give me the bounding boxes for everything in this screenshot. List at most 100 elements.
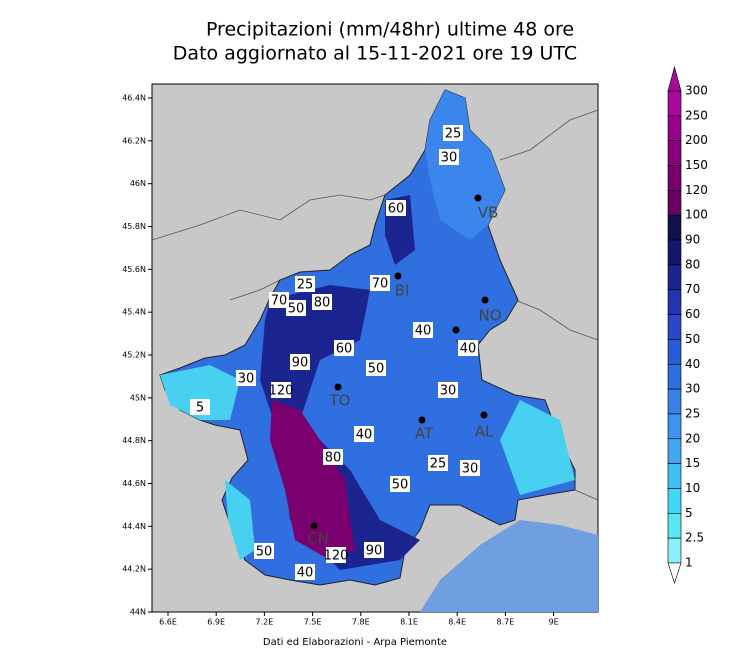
colorbar-label: 120: [685, 183, 708, 197]
city-label: BI: [395, 282, 410, 300]
lat-tick-label: 44.2N: [122, 565, 146, 574]
contour-label: 5: [196, 401, 204, 416]
lon-tick-label: 6.9E: [207, 618, 225, 627]
lon-tick-label: 8.4E: [448, 618, 466, 627]
contour-label-bg: [386, 200, 406, 216]
zone-light: [160, 365, 240, 420]
lat-tick-label: 45.2N: [122, 351, 146, 360]
colorbar-label: 300: [685, 84, 708, 98]
contour-label: 90: [366, 544, 383, 559]
lon-tick-label: 7.8E: [352, 618, 370, 627]
zone-light: [500, 400, 575, 495]
lon-tick-label: 7.2E: [256, 618, 274, 627]
zone-light: [225, 480, 255, 560]
colorbar-swatch: [667, 339, 682, 365]
lat-tick-label: 46.4N: [122, 94, 146, 103]
colorbar-swatch: [667, 537, 682, 564]
lat-tick-label: 45.8N: [122, 222, 146, 231]
contour-label-bg: [254, 543, 274, 559]
colorbar-swatch: [667, 562, 682, 584]
city-label: VB: [478, 204, 499, 222]
contour-label-bg: [413, 322, 433, 338]
contour-label-bg: [439, 149, 459, 165]
contour-label: 50: [368, 362, 385, 377]
colorbar-label: 5: [685, 506, 693, 520]
contour-label: 70: [271, 294, 288, 309]
contour-label: 40: [460, 342, 477, 357]
colorbar-swatch: [667, 214, 682, 241]
colorbar-label: 80: [685, 257, 700, 271]
colorbar-label: 10: [685, 481, 700, 495]
colorbar-swatch: [667, 488, 682, 514]
colorbar-label: 20: [685, 431, 700, 445]
colorbar-label: 15: [685, 456, 700, 470]
city-label: AT: [415, 425, 434, 443]
contour-label: 60: [336, 342, 353, 357]
title-line: Precipitazioni (mm/48hr) ultime 48 ore: [206, 19, 574, 41]
lat-tick-label: 45N: [130, 393, 146, 402]
colorbar-swatch: [667, 438, 682, 464]
contour-label-bg: [443, 125, 463, 141]
colorbar-label: 1: [685, 556, 693, 570]
borders: [151, 109, 599, 501]
lat-tick-label: 46N: [130, 179, 146, 188]
city-label: TO: [329, 392, 351, 410]
contour-label-bg: [460, 460, 480, 476]
colorbar-label: 100: [685, 208, 708, 222]
contour-label-bg: [236, 370, 256, 386]
contour-label-bg: [334, 340, 354, 356]
colorbar-cap: [667, 65, 682, 92]
contour-label: 120: [324, 549, 349, 564]
contour-label: 80: [325, 451, 342, 466]
contour-label: 30: [440, 384, 457, 399]
colorbar-label: 250: [685, 108, 708, 122]
contour-label: 40: [297, 566, 314, 581]
contour-label-bg: [286, 300, 306, 316]
colorbar-label: 30: [685, 382, 700, 396]
lon-tick-label: 9E: [549, 618, 559, 627]
colorbar-swatch: [667, 363, 682, 390]
colorbar-label: 90: [685, 233, 700, 247]
contour-label-bg: [458, 340, 478, 356]
colorbar-swatch: [667, 314, 682, 340]
contour-label: 60: [388, 202, 405, 217]
contour-label-bg: [364, 542, 384, 558]
contour-label: 40: [415, 324, 432, 339]
contour-label-bg: [438, 382, 458, 398]
footer: Dati ed Elaborazioni - Arpa Piemonte: [263, 637, 447, 648]
colorbar-label: 200: [685, 133, 708, 147]
lon-tick-label: 8.7E: [497, 618, 515, 627]
title-line: Dato aggiornato al 15-11-2021 ore 19 UTC: [173, 43, 577, 65]
lat-tick-label: 44.4N: [122, 522, 146, 531]
colorbar-swatch: [667, 140, 682, 166]
zone-extreme: [270, 400, 355, 560]
contour-label-bg: [323, 449, 343, 465]
contour-label-bg: [295, 276, 315, 292]
contour-label: 50: [288, 302, 305, 317]
contour-label: 50: [256, 545, 273, 560]
colorbar-swatch: [667, 165, 682, 191]
lat-tick-label: 44.6N: [122, 479, 146, 488]
colorbar-swatch: [667, 388, 682, 415]
contour-label: 50: [392, 478, 409, 493]
lat-tick-label: 45.6N: [122, 265, 146, 274]
contour-label-bg: [271, 382, 291, 398]
contour-label-bg: [312, 294, 332, 310]
lat-tick-label: 44N: [130, 608, 146, 617]
contour-label: 120: [269, 384, 294, 399]
contour-label: 25: [297, 278, 314, 293]
contour-label-bg: [366, 360, 386, 376]
city-label: NO: [478, 307, 501, 325]
contour-label-bg: [326, 547, 346, 563]
contour-label: 30: [441, 151, 458, 166]
contour-label-bg: [269, 292, 289, 308]
lat-tick-label: 44.8N: [122, 436, 146, 445]
lon-tick-label: 8.1E: [400, 618, 418, 627]
colorbar-swatch: [667, 463, 682, 489]
colorbar-label: 25: [685, 406, 700, 420]
colorbar-label: 40: [685, 357, 700, 371]
colorbar-label: 70: [685, 282, 700, 296]
contour-label: 30: [238, 372, 255, 387]
lat-tick-label: 46.2N: [122, 136, 146, 145]
